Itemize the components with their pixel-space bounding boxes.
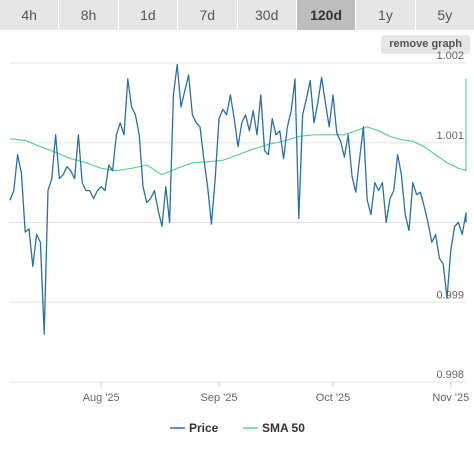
tab-5y[interactable]: 5y <box>415 0 474 30</box>
tab-1d[interactable]: 1d <box>118 0 179 30</box>
y-tick-label: 1.002 <box>436 50 464 62</box>
tab-120d[interactable]: 120d <box>296 0 357 30</box>
tab-7d[interactable]: 7d <box>178 0 238 30</box>
x-axis-ticks: Aug '25 Sep '25 Oct '25 Nov '25 <box>83 382 469 404</box>
y-tick-label: 0.999 <box>436 289 464 301</box>
grid-lines <box>10 62 466 383</box>
x-tick-label: Nov '25 <box>432 392 469 404</box>
x-tick-label: Oct '25 <box>316 392 351 404</box>
y-axis-ticks: 0.998 0.999 1.001 1.002 <box>436 50 464 381</box>
tab-4h[interactable]: 4h <box>0 0 60 30</box>
y-tick-label: 0.998 <box>436 369 464 381</box>
legend-label[interactable]: SMA 50 <box>262 421 305 435</box>
series-lines <box>9 63 467 335</box>
legend-label[interactable]: Price <box>189 421 219 435</box>
y-tick-label: 1.001 <box>436 130 464 142</box>
series-line-price <box>9 63 467 335</box>
tab-8h[interactable]: 8h <box>59 0 119 30</box>
tab-30d[interactable]: 30d <box>237 0 297 30</box>
tab-1y[interactable]: 1y <box>356 0 416 30</box>
timeframe-tabs: 4h 8h 1d 7d 30d 120d 1y 5y <box>0 0 474 30</box>
x-tick-label: Aug '25 <box>83 392 120 404</box>
legend: Price SMA 50 <box>170 421 305 435</box>
x-tick-label: Sep '25 <box>201 392 238 404</box>
remove-graph-button[interactable]: remove graph <box>381 35 470 54</box>
series-line-sma-50 <box>9 78 467 176</box>
